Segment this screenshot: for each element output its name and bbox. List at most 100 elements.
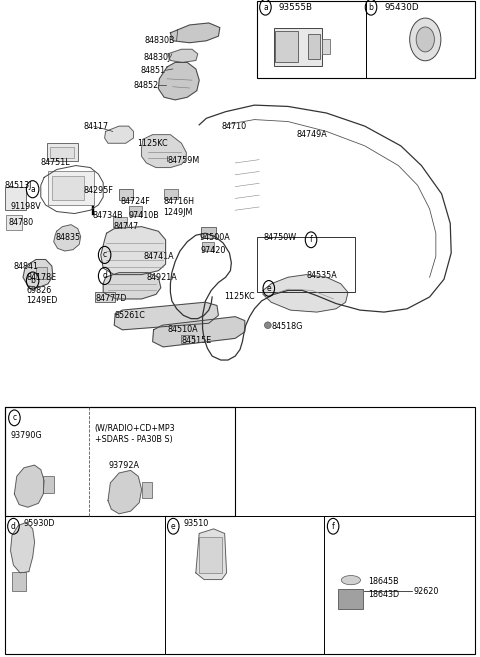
- Text: 91198V: 91198V: [11, 202, 41, 212]
- Text: a: a: [263, 3, 268, 12]
- Text: 84751L: 84751L: [41, 158, 71, 168]
- Text: 84777D: 84777D: [95, 294, 127, 304]
- Polygon shape: [142, 135, 186, 168]
- Text: d: d: [11, 522, 16, 531]
- Text: 84513J: 84513J: [5, 181, 32, 191]
- Bar: [202, 242, 214, 251]
- Bar: [257, 1, 475, 78]
- Bar: [5, 187, 26, 210]
- Polygon shape: [158, 62, 199, 100]
- Polygon shape: [168, 49, 198, 62]
- Text: 1125KC: 1125KC: [225, 292, 255, 302]
- Polygon shape: [108, 470, 142, 514]
- Text: c: c: [12, 413, 16, 422]
- Bar: [201, 227, 216, 238]
- Text: 18645B: 18645B: [368, 577, 398, 586]
- Text: 93790G: 93790G: [11, 431, 42, 440]
- Polygon shape: [14, 465, 44, 507]
- Text: e: e: [171, 522, 176, 531]
- Text: a: a: [30, 185, 35, 194]
- Text: 1125KC: 1125KC: [137, 139, 168, 148]
- Bar: [119, 189, 133, 200]
- Polygon shape: [263, 275, 348, 312]
- Text: 84835: 84835: [55, 233, 80, 242]
- Text: 84724F: 84724F: [121, 197, 151, 206]
- Text: 84178E: 84178E: [26, 273, 57, 282]
- Text: 1249ED: 1249ED: [26, 296, 58, 306]
- Bar: [142, 482, 152, 498]
- Bar: [113, 217, 127, 227]
- Bar: [95, 292, 115, 302]
- Text: 84710: 84710: [222, 122, 247, 131]
- Bar: [5, 407, 235, 516]
- Text: f: f: [310, 235, 312, 244]
- Bar: [48, 171, 94, 205]
- Bar: [52, 176, 84, 200]
- Bar: [199, 537, 222, 573]
- Text: 93792A: 93792A: [109, 461, 140, 470]
- Text: 69826: 69826: [26, 286, 52, 295]
- Text: 93555B: 93555B: [279, 3, 313, 12]
- Text: +SDARS - PA30B S): +SDARS - PA30B S): [95, 435, 172, 444]
- Text: f: f: [332, 522, 335, 531]
- Polygon shape: [54, 225, 81, 251]
- Text: 84734B: 84734B: [92, 211, 123, 220]
- Bar: [12, 572, 26, 591]
- Text: 84716H: 84716H: [163, 197, 194, 206]
- Bar: [129, 206, 142, 216]
- Bar: [36, 267, 47, 279]
- Text: 97420: 97420: [201, 246, 226, 256]
- Bar: [50, 147, 74, 158]
- Text: 94500A: 94500A: [199, 233, 230, 242]
- Text: 84535A: 84535A: [306, 271, 337, 281]
- Bar: [257, 237, 355, 292]
- Text: 1249JM: 1249JM: [163, 208, 192, 217]
- Text: 84830B: 84830B: [144, 36, 175, 45]
- Text: 84515E: 84515E: [181, 336, 212, 345]
- Polygon shape: [105, 126, 133, 143]
- Polygon shape: [23, 260, 53, 288]
- Polygon shape: [101, 227, 166, 275]
- Bar: [92, 202, 94, 215]
- Text: e: e: [266, 284, 271, 293]
- Text: 84518G: 84518G: [271, 322, 302, 331]
- Text: b: b: [369, 3, 373, 12]
- Bar: [308, 34, 320, 59]
- Text: 84851: 84851: [141, 66, 166, 75]
- Ellipse shape: [410, 18, 441, 61]
- Text: 84747: 84747: [113, 222, 139, 231]
- Ellipse shape: [264, 322, 271, 328]
- Text: 84830J: 84830J: [143, 53, 170, 62]
- Text: 85261C: 85261C: [114, 311, 145, 320]
- Bar: [181, 335, 194, 343]
- Text: 84780: 84780: [9, 217, 34, 227]
- Text: 84295F: 84295F: [84, 186, 114, 195]
- Polygon shape: [103, 273, 161, 299]
- Bar: [338, 589, 363, 609]
- Text: (W/RADIO+CD+MP3: (W/RADIO+CD+MP3: [95, 424, 175, 433]
- Bar: [275, 31, 298, 62]
- Polygon shape: [196, 529, 227, 579]
- Text: 95430D: 95430D: [384, 3, 419, 12]
- Polygon shape: [114, 302, 218, 330]
- Bar: [47, 143, 78, 161]
- Polygon shape: [11, 522, 35, 573]
- Text: 84852: 84852: [133, 81, 158, 90]
- Text: 18643D: 18643D: [368, 590, 399, 599]
- Polygon shape: [170, 23, 220, 43]
- Text: 84510A: 84510A: [167, 325, 198, 334]
- Bar: [274, 28, 322, 66]
- Bar: [164, 189, 178, 199]
- Polygon shape: [153, 317, 245, 347]
- Text: c: c: [103, 250, 107, 260]
- Ellipse shape: [341, 576, 360, 585]
- Text: 84741A: 84741A: [143, 252, 174, 261]
- Text: 95930D: 95930D: [24, 519, 56, 528]
- Text: b: b: [30, 276, 35, 285]
- Ellipse shape: [416, 27, 434, 52]
- Bar: [5, 407, 475, 654]
- Text: 84117: 84117: [84, 122, 109, 131]
- Text: 84759M: 84759M: [167, 156, 199, 166]
- Text: 84921A: 84921A: [146, 273, 177, 282]
- Bar: [43, 476, 54, 493]
